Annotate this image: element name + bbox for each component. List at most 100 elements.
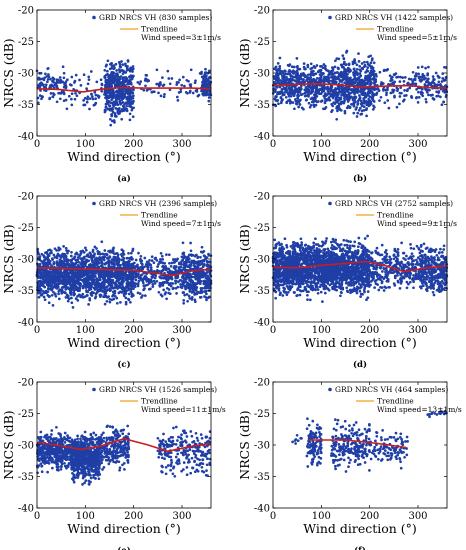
- data-point: [176, 99, 180, 102]
- data-point: [82, 99, 85, 102]
- data-point: [123, 276, 126, 280]
- data-point: [207, 76, 211, 80]
- data-point: [322, 72, 325, 75]
- data-point: [310, 70, 313, 73]
- data-point: [374, 80, 378, 83]
- data-point: [136, 265, 140, 269]
- data-point: [359, 69, 363, 73]
- data-point: [384, 88, 388, 92]
- data-point: [417, 96, 421, 99]
- data-point: [335, 117, 339, 121]
- data-point: [181, 258, 184, 262]
- x-axis-label: Wind direction (°): [303, 149, 417, 164]
- data-point: [64, 288, 68, 291]
- data-point: [293, 86, 297, 90]
- data-point: [102, 286, 105, 290]
- data-point: [428, 81, 431, 85]
- data-point: [117, 278, 121, 281]
- data-point: [400, 91, 403, 95]
- data-point: [97, 261, 101, 265]
- data-point: [341, 54, 345, 57]
- data-point: [279, 101, 283, 105]
- data-point: [105, 253, 109, 257]
- y-tick-label: -20: [18, 6, 34, 17]
- data-point: [126, 82, 129, 86]
- data-point: [296, 67, 300, 71]
- data-point: [57, 248, 61, 252]
- data-point: [126, 284, 130, 288]
- data-point: [136, 81, 140, 84]
- data-point: [356, 103, 359, 106]
- data-point: [183, 293, 187, 297]
- data-point: [44, 83, 48, 87]
- data-point: [426, 72, 430, 75]
- data-point: [41, 277, 45, 280]
- data-point: [351, 90, 354, 94]
- data-point: [352, 67, 356, 71]
- data-point: [401, 76, 405, 79]
- data-point: [80, 271, 84, 275]
- data-point: [99, 78, 103, 82]
- data-point: [371, 108, 375, 111]
- data-point: [306, 73, 310, 77]
- data-point: [86, 278, 90, 282]
- data-point: [275, 95, 278, 99]
- data-point: [370, 73, 374, 77]
- data-point: [114, 78, 117, 82]
- data-point: [378, 99, 381, 102]
- data-point: [363, 64, 367, 68]
- data-point: [70, 75, 74, 79]
- data-point: [91, 248, 95, 252]
- data-point: [293, 107, 296, 111]
- data-point: [360, 109, 364, 113]
- data-point: [47, 248, 50, 252]
- data-point: [90, 282, 94, 286]
- data-point: [406, 81, 410, 85]
- data-point: [164, 291, 168, 294]
- data-point: [82, 73, 86, 77]
- data-point: [430, 81, 434, 85]
- data-point: [79, 257, 82, 260]
- data-point: [360, 79, 363, 82]
- data-point: [109, 123, 113, 127]
- panel-caption: (a): [117, 173, 131, 184]
- data-point: [360, 66, 364, 70]
- data-point: [195, 90, 199, 93]
- data-point: [107, 84, 111, 87]
- data-point: [75, 273, 79, 276]
- data-point: [43, 76, 46, 80]
- data-point: [279, 72, 283, 76]
- data-point: [312, 72, 316, 76]
- data-point: [64, 272, 67, 276]
- data-point: [100, 256, 104, 259]
- data-point: [437, 80, 441, 84]
- data-point: [158, 270, 161, 273]
- data-point: [128, 80, 132, 84]
- data-point: [46, 253, 50, 257]
- data-point: [309, 62, 313, 66]
- legend: GRD NRCS VH (1422 samples)TrendlineWind …: [328, 13, 457, 42]
- data-point: [122, 70, 126, 74]
- data-point: [301, 79, 305, 83]
- data-point: [93, 274, 97, 278]
- data-point: [346, 81, 350, 85]
- data-point: [81, 286, 85, 290]
- data-point: [84, 286, 88, 289]
- data-point: [124, 62, 127, 66]
- data-point: [48, 251, 52, 255]
- data-point: [347, 62, 351, 66]
- data-point: [64, 246, 68, 250]
- data-point: [139, 277, 143, 281]
- data-point: [155, 68, 159, 72]
- data-point: [111, 272, 115, 276]
- data-point: [184, 280, 188, 284]
- data-point: [337, 87, 340, 90]
- data-point: [73, 81, 76, 84]
- data-point: [184, 263, 188, 266]
- data-point: [189, 275, 193, 279]
- data-point: [303, 88, 307, 92]
- data-point: [103, 74, 107, 78]
- data-point: [89, 274, 93, 278]
- data-point: [324, 99, 327, 103]
- data-point: [57, 297, 61, 301]
